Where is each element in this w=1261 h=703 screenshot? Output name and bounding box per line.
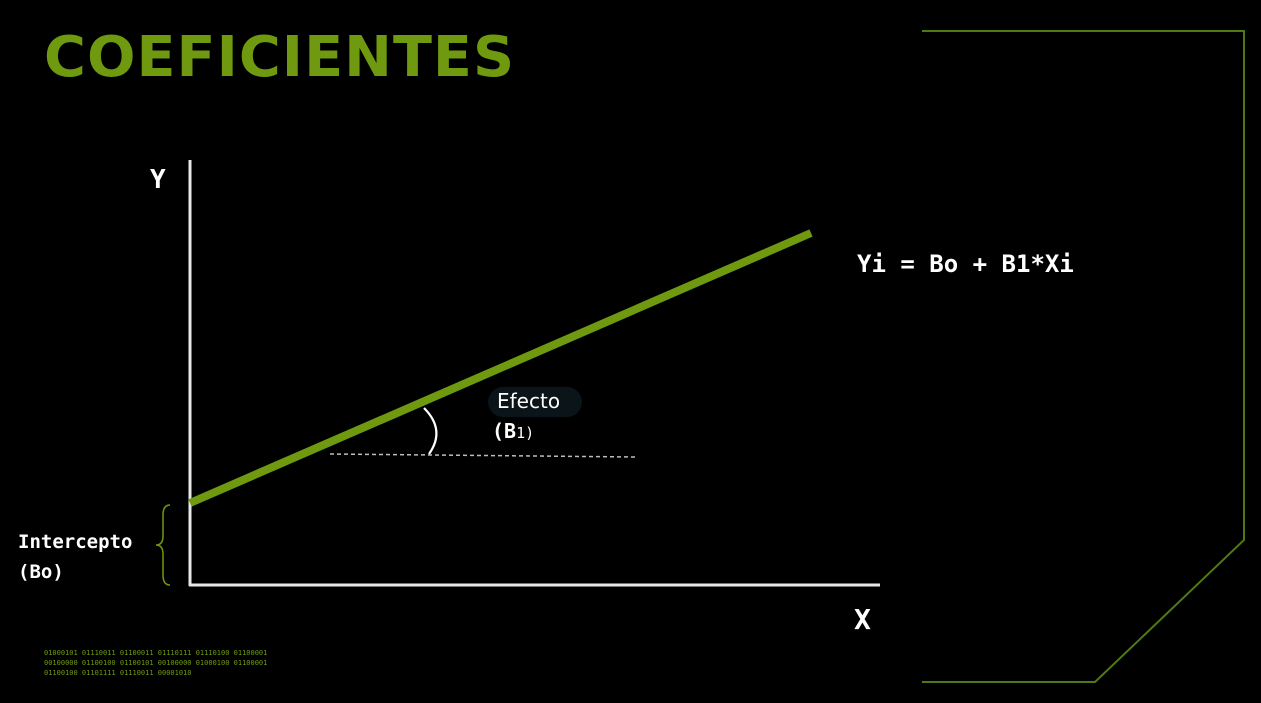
frame-outline [922,30,1245,683]
binary-line: 00100000 01100100 01100101 00100000 0100… [44,659,268,667]
intercept-label: Intercepto [18,531,133,553]
regression-equation: Yi = Bo + B1*Xi [857,249,1074,279]
binary-decoration: 01000101 01110011 01100011 01110111 0111… [44,648,267,678]
regression-line [188,229,813,507]
effect-coefficient: (B1) [492,419,535,443]
intercept-coefficient: (Bo) [18,561,64,583]
reference-dashed-line [329,453,637,458]
binary-line: 01000101 01110011 01100011 01110111 0111… [44,649,268,657]
effect-label: Efecto [488,387,583,417]
slide-title: COEFICIENTES [44,25,516,90]
intercept-annotation: Intercepto (Bo) [18,527,132,587]
equation-x-term: *Xi [1030,250,1074,278]
slope-angle-arc [423,407,438,455]
equation-b1-term: B1 [1001,250,1031,278]
y-axis-label: Y [150,165,166,195]
intercept-brace [155,504,171,586]
x-axis-label: X [854,603,871,636]
equation-b0-term: Bo [929,250,959,278]
binary-line: 01100100 01101111 01110011 00001010 [44,669,192,677]
equation-y-term: Yi [857,250,886,278]
equation-equals: = [885,250,930,278]
equation-plus: + [958,250,1002,278]
